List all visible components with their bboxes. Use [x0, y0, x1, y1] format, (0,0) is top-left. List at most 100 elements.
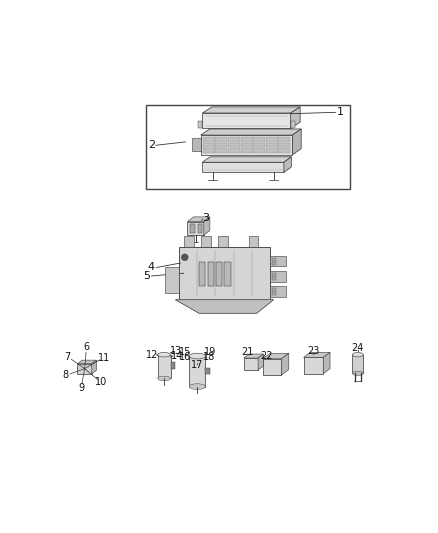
Bar — [291, 121, 295, 127]
Text: 15: 15 — [179, 346, 192, 357]
Bar — [272, 292, 276, 295]
Bar — [170, 362, 175, 369]
Text: 19: 19 — [204, 347, 216, 357]
Polygon shape — [281, 353, 289, 375]
Bar — [249, 236, 258, 247]
Polygon shape — [263, 353, 289, 359]
Bar — [158, 354, 170, 378]
Text: 18: 18 — [203, 352, 215, 362]
Text: 9: 9 — [78, 383, 84, 393]
Bar — [253, 137, 265, 142]
Polygon shape — [202, 113, 291, 128]
Bar — [279, 148, 290, 153]
Polygon shape — [201, 129, 301, 135]
Polygon shape — [175, 300, 274, 313]
Polygon shape — [192, 139, 201, 151]
Ellipse shape — [353, 371, 363, 376]
Bar — [240, 142, 252, 147]
Polygon shape — [244, 358, 258, 370]
Text: 13: 13 — [170, 345, 182, 356]
Polygon shape — [187, 217, 210, 222]
Bar — [253, 142, 265, 147]
Bar — [272, 257, 276, 261]
Text: 11: 11 — [98, 353, 110, 362]
Bar — [203, 137, 215, 142]
Bar — [146, 104, 350, 189]
Bar — [353, 354, 363, 374]
Bar — [270, 256, 286, 266]
Text: 21: 21 — [241, 348, 254, 357]
Polygon shape — [244, 354, 264, 358]
Bar — [240, 148, 252, 153]
Bar — [202, 162, 284, 172]
Ellipse shape — [189, 353, 205, 359]
Text: 1: 1 — [336, 107, 343, 117]
Polygon shape — [263, 359, 281, 375]
Polygon shape — [202, 157, 291, 162]
Polygon shape — [304, 358, 323, 374]
Text: 22: 22 — [260, 351, 273, 361]
Polygon shape — [92, 360, 96, 374]
Bar — [215, 142, 227, 147]
Polygon shape — [323, 352, 330, 374]
Polygon shape — [293, 129, 301, 155]
Bar — [216, 262, 222, 286]
Bar — [208, 262, 214, 286]
Bar — [179, 247, 270, 300]
Polygon shape — [187, 222, 204, 235]
Bar — [266, 137, 278, 142]
Text: 23: 23 — [307, 346, 320, 357]
Bar — [184, 236, 194, 247]
Text: 8: 8 — [63, 370, 69, 381]
Text: 14: 14 — [171, 351, 183, 361]
Circle shape — [181, 254, 188, 261]
Polygon shape — [78, 364, 92, 374]
Bar — [203, 148, 215, 153]
Bar — [203, 142, 215, 147]
Text: 24: 24 — [352, 343, 364, 353]
Bar — [215, 148, 227, 153]
Ellipse shape — [189, 384, 205, 390]
Polygon shape — [202, 107, 300, 113]
Bar — [201, 236, 211, 247]
Bar — [266, 142, 278, 147]
Bar — [218, 236, 227, 247]
Bar — [272, 288, 276, 291]
Bar — [228, 142, 240, 147]
Text: 7: 7 — [64, 352, 71, 362]
Bar — [228, 148, 240, 153]
Bar — [279, 137, 290, 142]
Bar — [198, 121, 202, 127]
Bar — [198, 224, 202, 233]
Bar — [228, 137, 240, 142]
Bar — [215, 137, 227, 142]
Bar — [279, 142, 290, 147]
Text: 17: 17 — [191, 360, 204, 370]
Polygon shape — [201, 135, 293, 155]
Polygon shape — [291, 107, 300, 128]
Polygon shape — [304, 352, 330, 358]
Bar — [253, 148, 265, 153]
Bar — [189, 356, 205, 386]
Bar — [190, 224, 195, 233]
Bar — [272, 273, 276, 276]
Text: 3: 3 — [202, 213, 209, 223]
Bar — [240, 137, 252, 142]
Bar — [272, 277, 276, 280]
Text: 6: 6 — [83, 342, 89, 352]
Bar — [224, 262, 230, 286]
Text: 12: 12 — [146, 350, 159, 360]
Ellipse shape — [353, 352, 363, 357]
Bar — [266, 148, 278, 153]
Polygon shape — [78, 360, 96, 364]
Bar — [272, 262, 276, 265]
Bar — [199, 262, 205, 286]
Text: 10: 10 — [95, 377, 107, 387]
Text: 2: 2 — [148, 140, 155, 150]
Ellipse shape — [158, 376, 170, 381]
Text: 5: 5 — [143, 271, 150, 281]
Ellipse shape — [158, 352, 170, 357]
Polygon shape — [204, 217, 210, 235]
Text: 4: 4 — [148, 262, 155, 272]
Polygon shape — [258, 354, 264, 370]
